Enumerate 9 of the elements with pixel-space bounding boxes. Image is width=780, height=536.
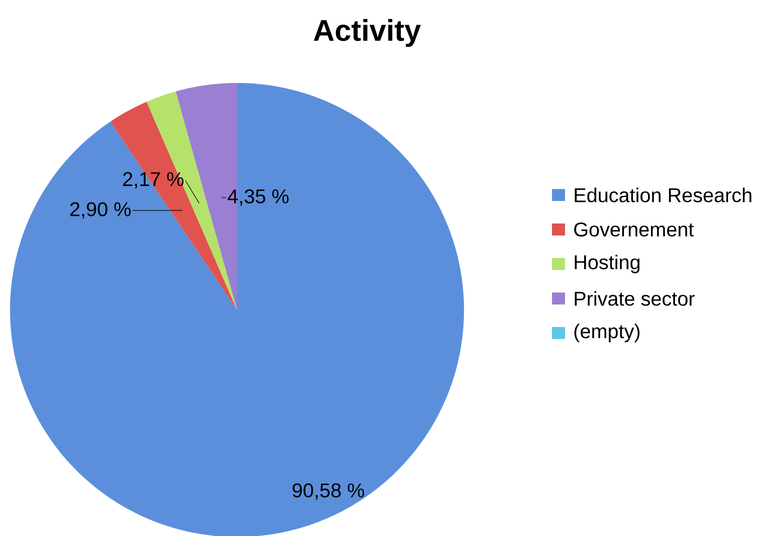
data-label: 90,58 % (292, 483, 364, 500)
legend-label: (empty) (574, 324, 640, 342)
chart-title: Activity (314, 19, 421, 47)
data-label: 2,90 % (70, 202, 131, 219)
legend-label: Education Research (574, 188, 752, 202)
data-label: 4,35 % (228, 189, 289, 206)
legend-label: Governement (574, 222, 694, 237)
legend-label: Hosting (574, 254, 640, 274)
legend-label: Private sector (574, 291, 695, 306)
